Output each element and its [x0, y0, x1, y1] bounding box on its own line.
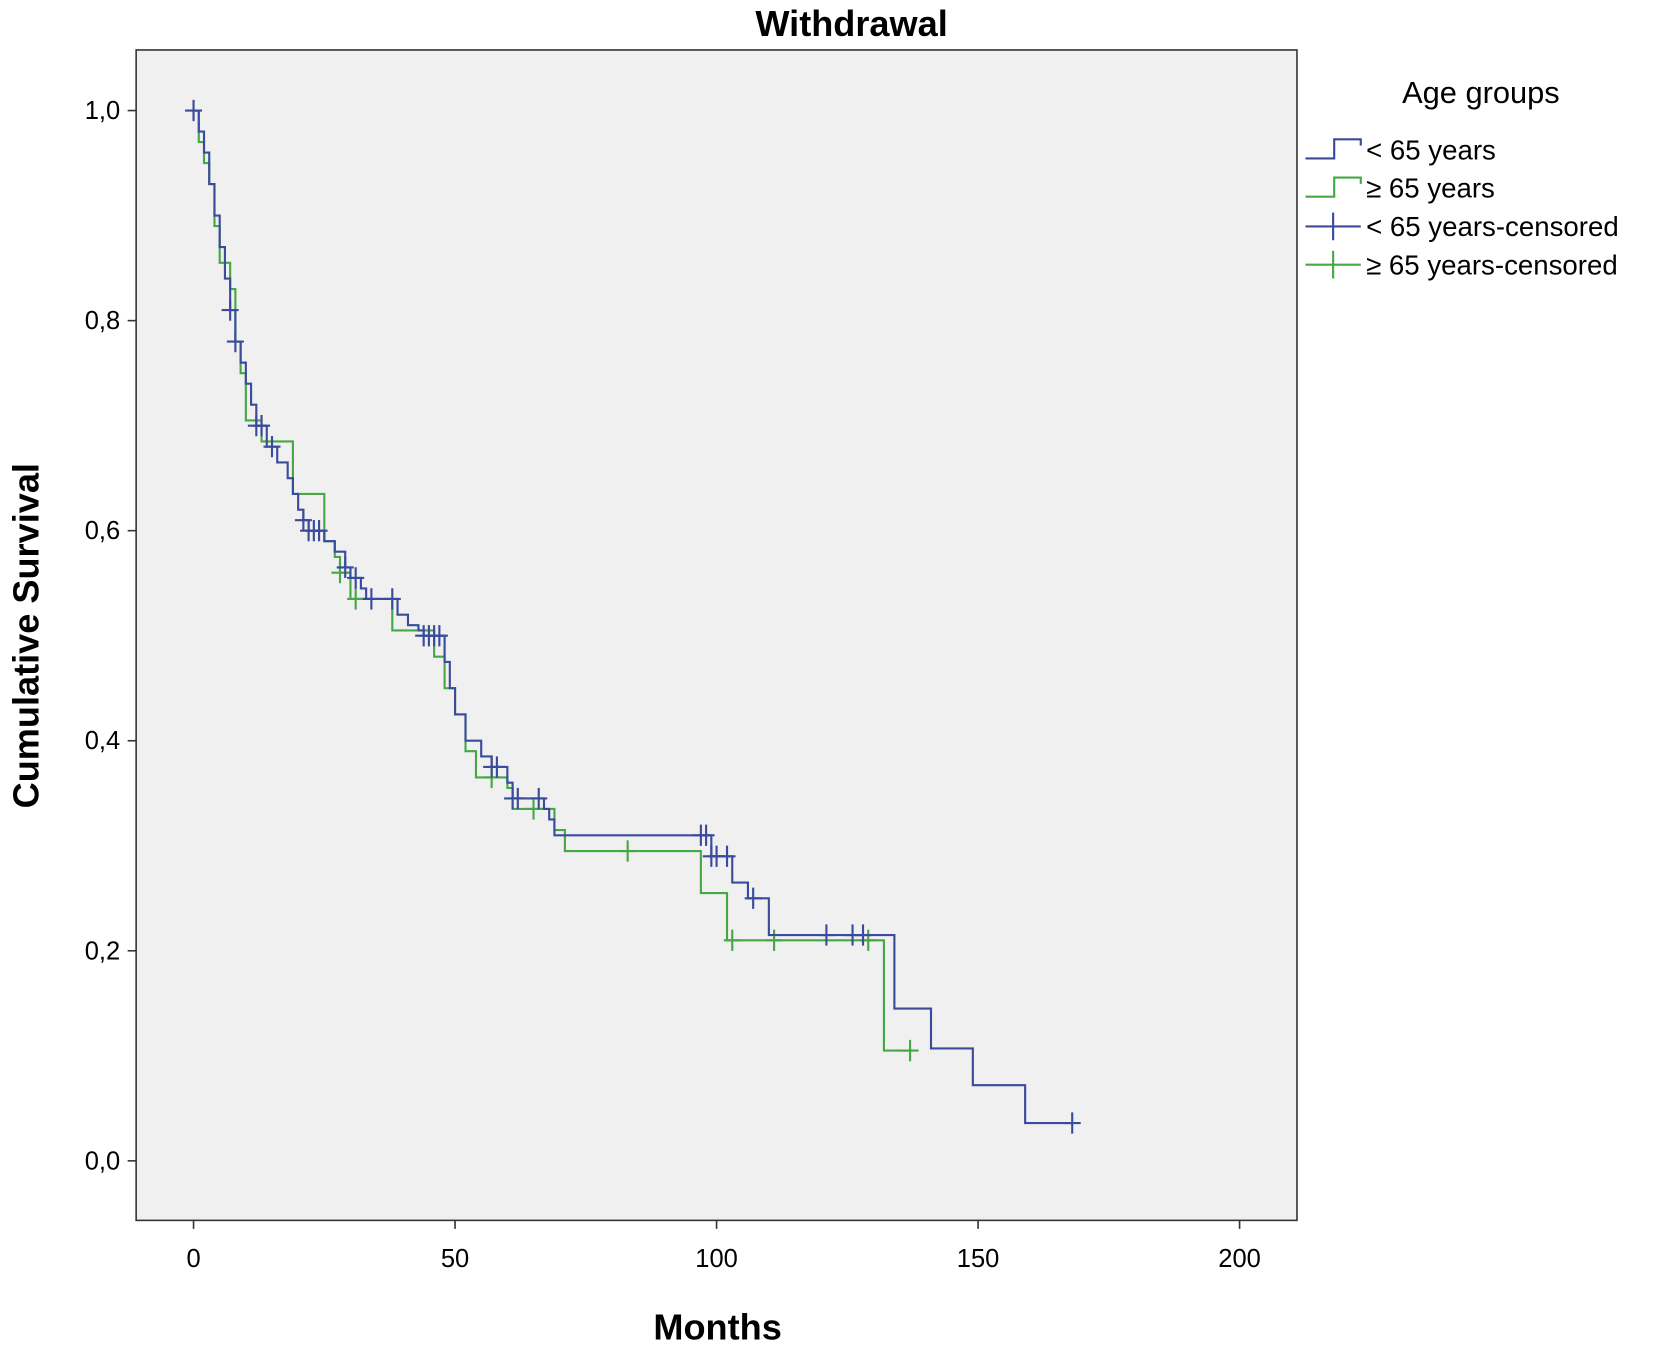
- censored-mark: [430, 625, 448, 647]
- x-tick-label: 150: [957, 1245, 1000, 1273]
- x-axis-label: Months: [653, 1306, 781, 1347]
- censored-mark: [1063, 1112, 1081, 1134]
- censored-mark: [253, 415, 271, 437]
- censored-mark: [221, 299, 239, 321]
- censored-mark: [765, 929, 783, 951]
- censored-mark: [336, 556, 354, 579]
- censored-mark: [530, 787, 548, 810]
- censored-mark: [723, 929, 741, 951]
- censored-mark: [854, 924, 872, 946]
- legend: Age groups < 65 years ≥ 65 years < 65 year…: [1305, 75, 1619, 280]
- censored-mark: [901, 1039, 919, 1062]
- legend-entry-label: ≥ 65 years-censored: [1366, 249, 1618, 280]
- chart-title: Withdrawal: [755, 3, 947, 44]
- survival-curves: [185, 99, 1081, 1134]
- censored-mark: [817, 924, 835, 946]
- y-tick-label: 0,2: [85, 937, 120, 965]
- x-tick-label: 50: [441, 1245, 469, 1273]
- censored-mark: [362, 588, 380, 610]
- censored-mark: [347, 588, 365, 610]
- legend-entry-label: ≥ 65 years: [1366, 173, 1495, 204]
- censored-mark: [226, 330, 244, 353]
- censored-mark: [310, 520, 328, 542]
- x-tick-label: 200: [1218, 1245, 1261, 1273]
- y-tick-label: 0,8: [85, 307, 120, 335]
- legend-step-symbol: [1305, 138, 1362, 160]
- legend-entry-label: < 65 years-censored: [1366, 211, 1619, 242]
- plot-area: [135, 49, 1298, 1222]
- y-tick-label: 0,0: [85, 1147, 120, 1175]
- legend-censor-symbol: [1305, 212, 1361, 241]
- censored-mark: [509, 787, 527, 810]
- x-tick-label: 100: [695, 1245, 738, 1273]
- y-tick-label: 1,0: [85, 97, 120, 125]
- y-axis: 0,0 0,2 0,4 0,6 0,8 1,0: [85, 97, 137, 1175]
- legend-step-symbol: [1305, 176, 1362, 198]
- censored-mark: [383, 588, 401, 610]
- censored-mark: [619, 840, 637, 862]
- y-tick-label: 0,4: [85, 727, 120, 755]
- censored-mark: [347, 567, 365, 589]
- legend-censor-symbol: [1305, 250, 1361, 279]
- censored-mark: [744, 887, 762, 909]
- censored-mark: [185, 99, 203, 122]
- legend-entry-label: < 65 years: [1366, 134, 1496, 165]
- y-axis-label: Cumulative Survival: [5, 463, 46, 808]
- x-axis: 0 50 100 150 200: [186, 1220, 1261, 1273]
- x-tick-label: 0: [186, 1245, 200, 1273]
- censored-mark: [718, 845, 736, 867]
- legend-title: Age groups: [1402, 75, 1560, 110]
- censored-mark: [488, 756, 506, 778]
- y-tick-label: 0,6: [85, 517, 120, 545]
- censored-mark: [697, 824, 715, 846]
- censored-mark: [263, 436, 281, 458]
